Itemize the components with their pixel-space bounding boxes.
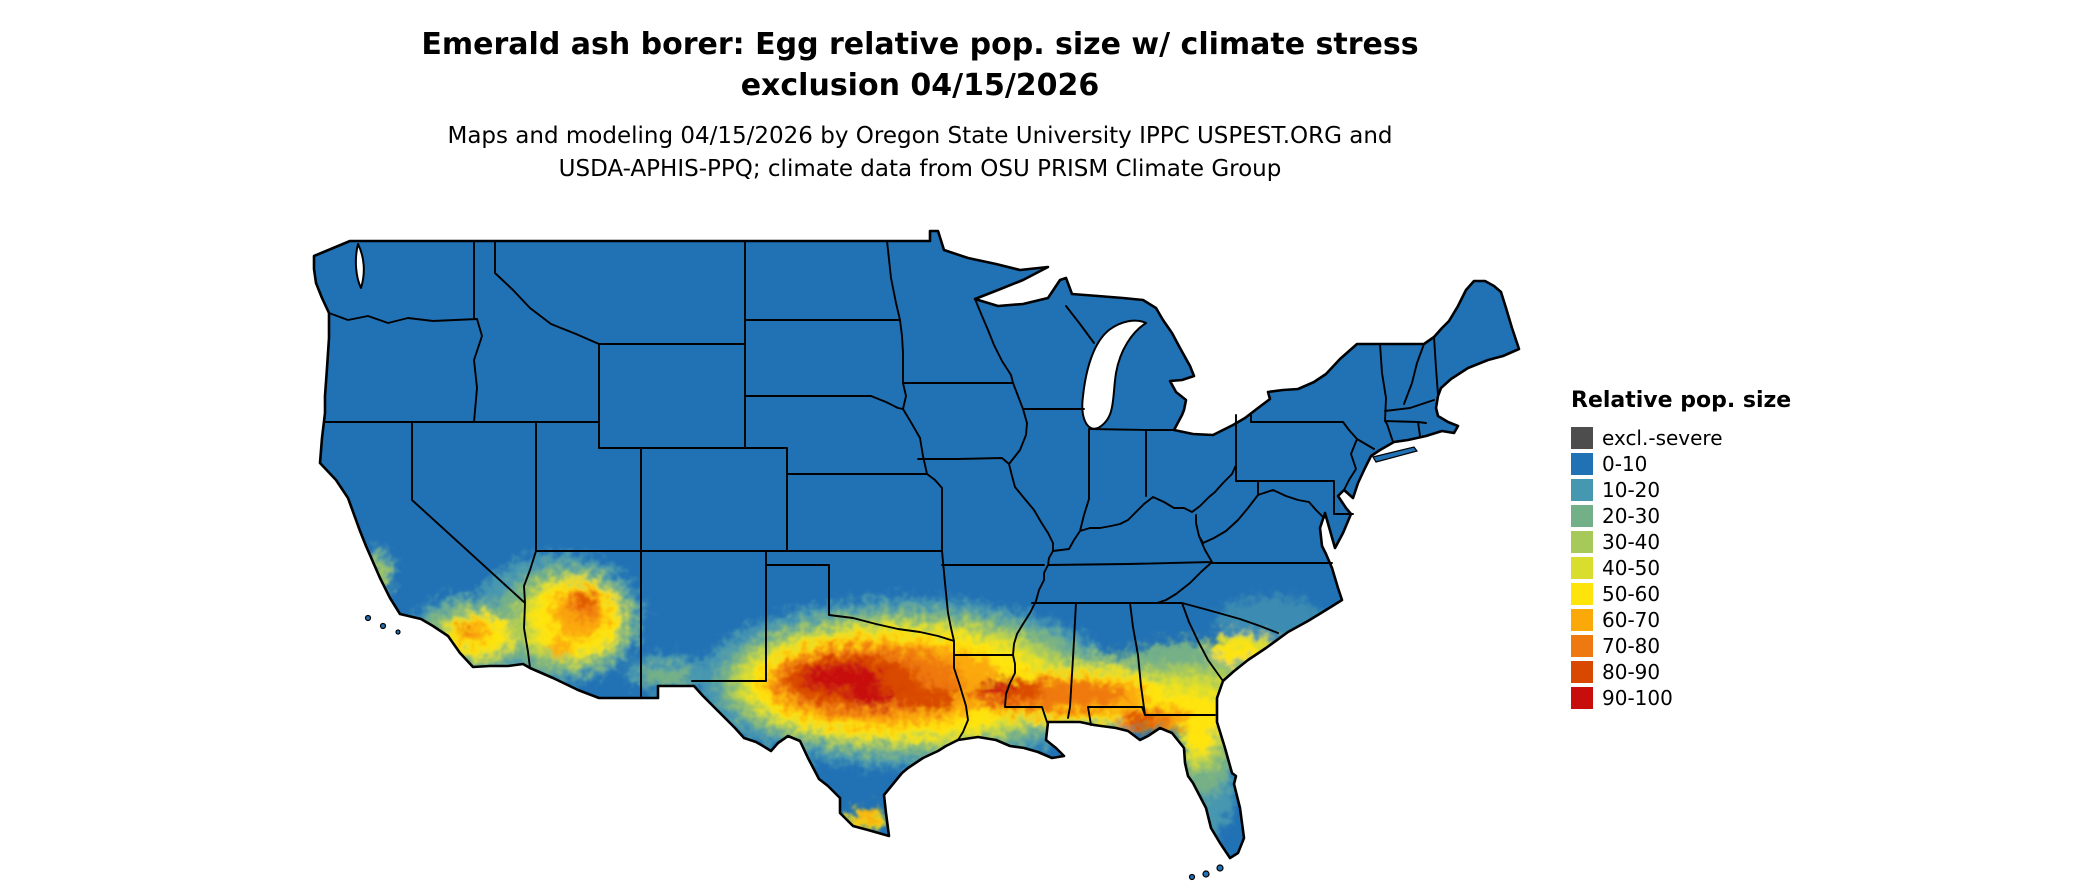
channel-islands: [379, 622, 387, 630]
legend-item: 60-70: [1571, 607, 1791, 633]
map-legend: Relative pop. size excl.-severe 0-10 10-…: [1571, 388, 1791, 711]
legend-item: 0-10: [1571, 451, 1791, 477]
legend-swatch: [1571, 427, 1593, 449]
legend-label: 60-70: [1602, 608, 1661, 632]
legend-item: 50-60: [1571, 581, 1791, 607]
channel-islands: [395, 629, 401, 635]
heat-layer-90-100: [803, 664, 1014, 707]
legend-label: excl.-severe: [1602, 426, 1723, 450]
legend-swatch: [1571, 479, 1593, 501]
legend-item: 90-100: [1571, 685, 1791, 711]
legend-swatch: [1571, 687, 1593, 709]
state-borders: [324, 240, 1439, 741]
legend-item: 20-30: [1571, 503, 1791, 529]
legend-label: 50-60: [1602, 582, 1661, 606]
map-canvas: [308, 228, 1528, 888]
lake-michigan: [1081, 319, 1147, 430]
legend-item: 30-40: [1571, 529, 1791, 555]
population-heatmap: [366, 547, 1326, 836]
legend-label: 70-80: [1602, 634, 1661, 658]
legend-swatch: [1571, 609, 1593, 631]
legend-label: 0-10: [1602, 452, 1648, 476]
legend-label: 30-40: [1602, 530, 1661, 554]
legend-label: 10-20: [1602, 478, 1661, 502]
legend-label: 90-100: [1602, 686, 1673, 710]
legend-swatch: [1571, 557, 1593, 579]
map-credits: Maps and modeling 04/15/2026 by Oregon S…: [0, 120, 1840, 186]
legend-title: Relative pop. size: [1571, 388, 1792, 413]
us-map: [312, 229, 1521, 881]
legend-swatch: [1571, 531, 1593, 553]
legend-label: 80-90: [1602, 660, 1661, 684]
legend-item: 10-20: [1571, 477, 1791, 503]
florida-keys: [1216, 864, 1224, 872]
legend-swatch: [1571, 635, 1593, 657]
page-title-line1: Emerald ash borer: Egg relative pop. siz…: [421, 27, 1419, 62]
legend-label: 40-50: [1602, 556, 1661, 580]
map-credits-line1: Maps and modeling 04/15/2026 by Oregon S…: [447, 123, 1393, 149]
map-credits-line2: USDA-APHIS-PPQ; climate data from OSU PR…: [558, 156, 1282, 182]
puget-sound: [354, 243, 365, 289]
legend-item: excl.-severe: [1571, 425, 1791, 451]
legend-swatch: [1571, 505, 1593, 527]
florida-keys: [1202, 870, 1210, 878]
legend-swatch: [1571, 453, 1593, 475]
long-island: [1372, 446, 1419, 463]
legend-item: 40-50: [1571, 555, 1791, 581]
florida-keys: [1188, 873, 1196, 881]
legend-label: 20-30: [1602, 504, 1661, 528]
header: Emerald ash borer: Egg relative pop. siz…: [0, 24, 1840, 186]
legend-item: 70-80: [1571, 633, 1791, 659]
legend-item: 80-90: [1571, 659, 1791, 685]
channel-islands: [364, 614, 372, 622]
legend-swatch: [1571, 583, 1593, 605]
page-title-line2: exclusion 04/15/2026: [740, 68, 1100, 103]
legend-items: excl.-severe 0-10 10-20 20-30 30-40: [1571, 425, 1791, 711]
legend-swatch: [1571, 661, 1593, 683]
